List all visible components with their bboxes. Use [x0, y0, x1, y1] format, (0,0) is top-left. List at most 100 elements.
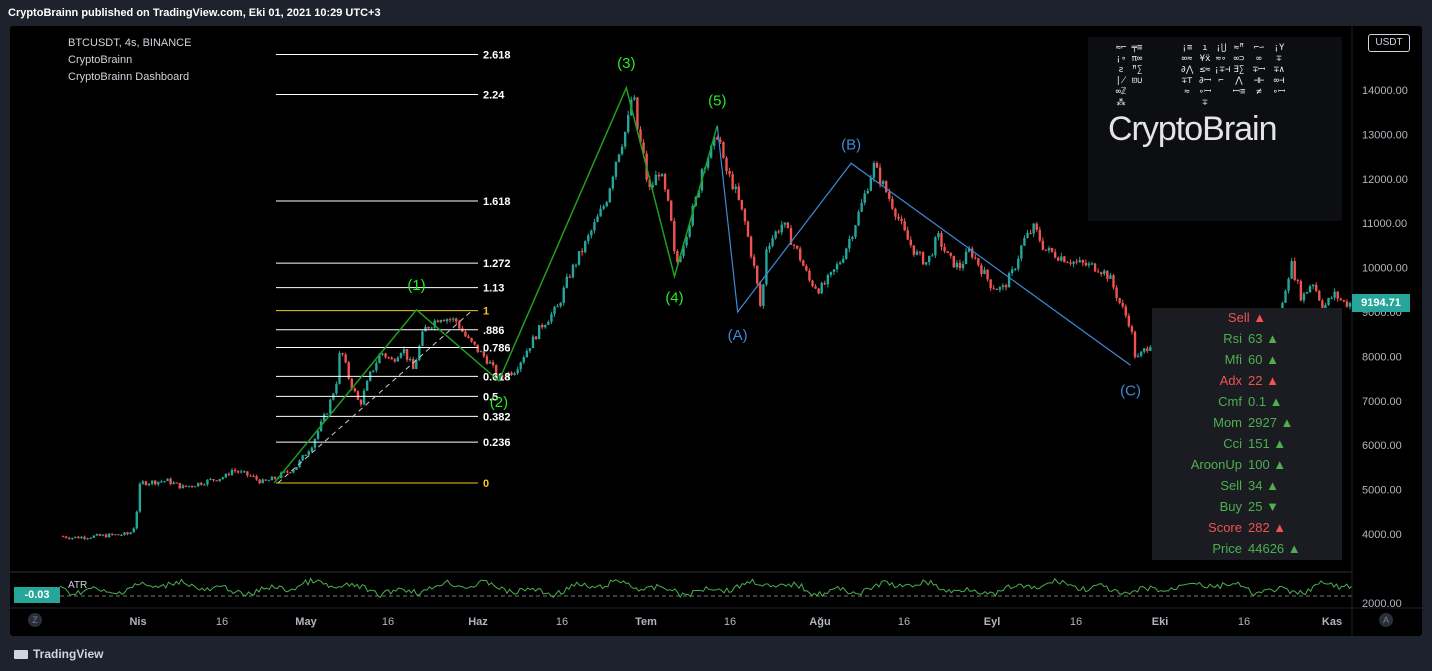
- publish-bar: CryptoBrainn published on TradingView.co…: [0, 0, 1432, 26]
- candle-body: [1115, 287, 1118, 299]
- candle-body: [467, 336, 470, 338]
- candle-body: [399, 353, 403, 358]
- candle-body: [964, 251, 968, 264]
- candle-body: [344, 354, 347, 363]
- candle-body: [1100, 272, 1103, 275]
- candle-body: [986, 269, 989, 280]
- candle-body: [193, 486, 197, 488]
- candle-body: [921, 252, 925, 265]
- candle-body: [77, 536, 80, 539]
- candle-body: [731, 174, 734, 190]
- fib-level-label: 2.618: [483, 49, 511, 61]
- price-tick-label: 13000.00: [1362, 129, 1408, 141]
- price-tick-label: 6000.00: [1362, 440, 1402, 452]
- dashboard-row: Cmf 0.1 ▲: [1152, 394, 1342, 415]
- candle-body: [163, 481, 166, 483]
- candle-body: [829, 271, 833, 276]
- time-tick-label: Eyl: [984, 616, 1001, 628]
- dashboard-row: Mfi 60 ▲: [1152, 352, 1342, 373]
- candle-body: [1339, 298, 1342, 301]
- candle-body: [562, 287, 565, 303]
- dashboard-row-value: 2927 ▲: [1248, 415, 1294, 430]
- candle-body: [494, 365, 498, 377]
- candle-body: [1127, 315, 1131, 327]
- candle-body: [666, 189, 670, 201]
- candle-body: [439, 320, 443, 323]
- candle-body: [940, 233, 943, 247]
- candle-body: [166, 478, 169, 482]
- zoom-reset-button[interactable]: Z: [28, 613, 42, 627]
- fib-level-label: 1.13: [483, 283, 504, 295]
- candle-body: [89, 537, 92, 539]
- candle-body: [111, 533, 114, 535]
- candle-body: [396, 357, 400, 362]
- candle-body: [418, 345, 421, 361]
- dashboard-row-value: 0.1 ▲: [1248, 394, 1283, 409]
- candle-body: [1035, 223, 1038, 230]
- candle-body: [823, 283, 826, 285]
- candle-body: [381, 353, 384, 355]
- candle-body: [1321, 300, 1324, 310]
- candle-body: [120, 534, 123, 536]
- candle-body: [86, 538, 89, 540]
- candle-body: [550, 314, 553, 322]
- auto-scale-button[interactable]: A: [1379, 613, 1393, 627]
- candle-body: [157, 481, 160, 485]
- candle-body: [636, 97, 639, 130]
- candle-body: [68, 537, 71, 539]
- candle-body: [872, 163, 876, 178]
- candle-body: [350, 378, 353, 389]
- dashboard-row-value: 282 ▲: [1248, 520, 1287, 535]
- candle-body: [1143, 348, 1146, 352]
- indicator-label[interactable]: CryptoBrainn Dashboard: [68, 71, 190, 83]
- logo-glyph-column: ¡⋃≈∘¡∓⊣⌐: [1214, 43, 1231, 86]
- candle-body: [243, 471, 246, 473]
- time-tick-label: 16: [1238, 616, 1250, 628]
- currency-button[interactable]: USDT: [1368, 34, 1410, 52]
- candle-body: [786, 222, 790, 229]
- candle-body: [728, 171, 731, 175]
- dashboard-row: Sell 34 ▲: [1152, 478, 1342, 499]
- candle-body: [857, 211, 860, 226]
- tradingview-logo[interactable]: TradingView: [14, 647, 103, 661]
- candle-body: [808, 270, 811, 281]
- candle-body: [528, 348, 532, 351]
- candle-body: [912, 245, 916, 255]
- candle-body: [329, 399, 332, 414]
- candle-body: [64, 536, 68, 538]
- wave-label: (C): [1120, 382, 1141, 399]
- candle-body: [1311, 284, 1315, 287]
- candle-body: [992, 288, 995, 290]
- fib-level-label: 1.618: [483, 196, 511, 208]
- time-tick-label: 16: [1070, 616, 1082, 628]
- candle-body: [952, 255, 955, 268]
- candle-body: [144, 481, 148, 486]
- candle-body: [1330, 297, 1333, 299]
- logo-glyph-column: ¡Y∓∓∧∞⊣∘ꟷ: [1272, 43, 1286, 97]
- candle-body: [903, 221, 906, 231]
- dashboard-row-value: 63 ▲: [1248, 331, 1279, 346]
- candle-body: [365, 380, 369, 391]
- candle-body: [654, 174, 658, 186]
- candle-body: [304, 455, 307, 457]
- candle-body: [900, 218, 903, 222]
- candle-body: [547, 321, 550, 325]
- candle-body: [854, 225, 857, 238]
- symbol-label[interactable]: BTCUSDT, 4s, BINANCE: [68, 37, 192, 49]
- candle-body: [1090, 263, 1094, 265]
- candle-body: [258, 479, 261, 484]
- candle-body: [1348, 303, 1352, 307]
- candle-body: [620, 146, 624, 155]
- candle-body: [584, 241, 587, 253]
- candle-body: [387, 357, 390, 359]
- indicator-label[interactable]: CryptoBrainn: [68, 54, 133, 66]
- dashboard-row-label: Mfi: [1224, 352, 1242, 367]
- candle-body: [80, 536, 83, 539]
- candle-body: [442, 320, 446, 322]
- candle-body: [565, 276, 568, 288]
- candle-body: [749, 236, 753, 257]
- candle-body: [568, 276, 572, 278]
- candle-body: [832, 269, 836, 272]
- candle-body: [267, 480, 271, 482]
